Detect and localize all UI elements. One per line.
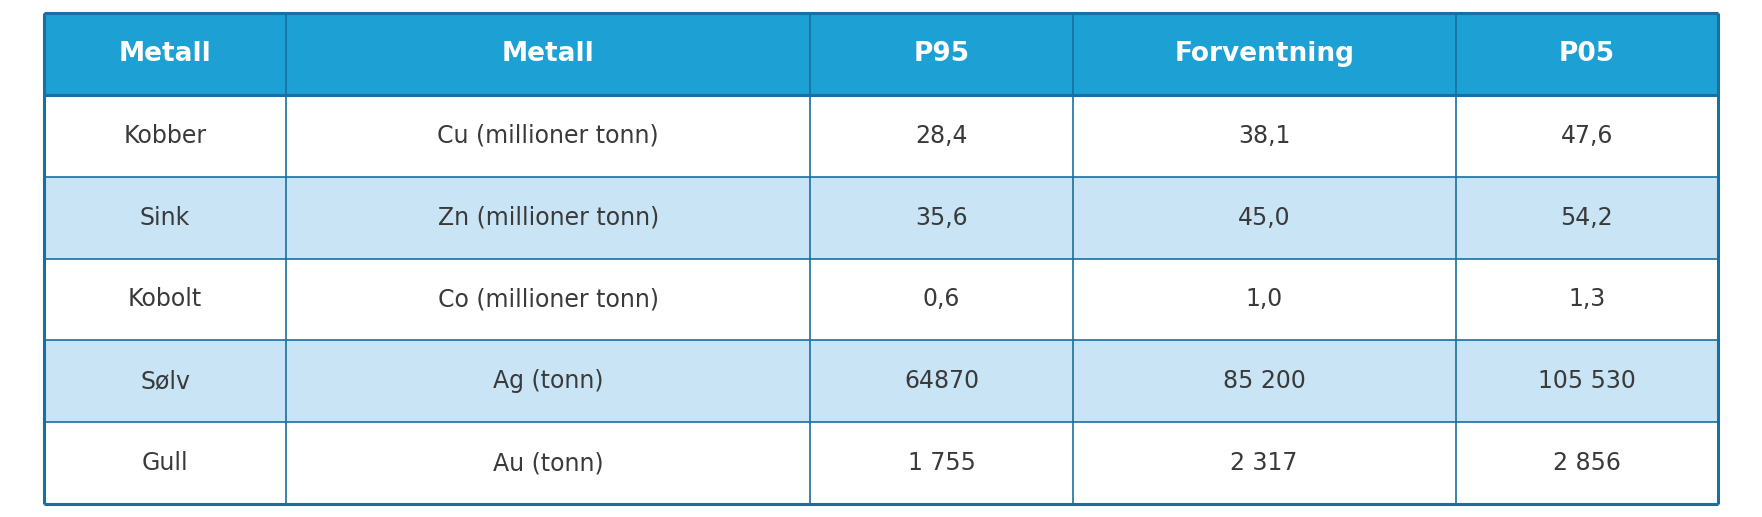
Text: Ag (tonn): Ag (tonn)	[493, 369, 604, 393]
Bar	[1073, 95, 1455, 177]
Text: Cu (millioner tonn): Cu (millioner tonn)	[437, 124, 659, 148]
Bar	[1455, 258, 1718, 340]
Bar	[1455, 340, 1718, 422]
Bar	[1455, 422, 1718, 504]
Text: 47,6: 47,6	[1561, 124, 1612, 148]
Bar	[285, 340, 811, 422]
Text: Metall: Metall	[118, 41, 211, 67]
Bar	[44, 422, 285, 504]
Text: Zn (millioner tonn): Zn (millioner tonn)	[437, 206, 659, 230]
Bar	[1455, 13, 1718, 95]
Text: Kobber: Kobber	[123, 124, 206, 148]
Bar	[811, 95, 1073, 177]
Bar	[44, 13, 285, 95]
Bar	[1073, 258, 1455, 340]
Bar	[1073, 340, 1455, 422]
Text: 1 755: 1 755	[907, 451, 976, 475]
Bar	[1073, 177, 1455, 258]
Text: 35,6: 35,6	[914, 206, 967, 230]
Bar	[285, 422, 811, 504]
Text: Sink: Sink	[139, 206, 190, 230]
Text: 0,6: 0,6	[923, 287, 960, 311]
Bar	[285, 177, 811, 258]
Text: Forventning: Forventning	[1173, 41, 1355, 67]
Bar	[811, 340, 1073, 422]
Bar	[44, 95, 285, 177]
Bar	[285, 13, 811, 95]
Bar	[1073, 13, 1455, 95]
Text: Kobolt: Kobolt	[129, 287, 203, 311]
Text: 1,3: 1,3	[1568, 287, 1605, 311]
Text: P95: P95	[913, 41, 969, 67]
Text: Metall: Metall	[502, 41, 594, 67]
Text: 1,0: 1,0	[1246, 287, 1283, 311]
Text: 38,1: 38,1	[1239, 124, 1290, 148]
Text: 85 200: 85 200	[1223, 369, 1306, 393]
Bar	[44, 177, 285, 258]
Text: 2 856: 2 856	[1552, 451, 1621, 475]
Text: P05: P05	[1559, 41, 1616, 67]
Bar	[285, 95, 811, 177]
Text: 2 317: 2 317	[1230, 451, 1299, 475]
Bar	[811, 177, 1073, 258]
Bar	[1455, 95, 1718, 177]
Text: 45,0: 45,0	[1239, 206, 1290, 230]
Text: Co (millioner tonn): Co (millioner tonn)	[437, 287, 659, 311]
Text: Gull: Gull	[141, 451, 189, 475]
Text: 54,2: 54,2	[1561, 206, 1614, 230]
Bar	[44, 340, 285, 422]
Bar	[811, 422, 1073, 504]
Text: 105 530: 105 530	[1538, 369, 1635, 393]
Text: 64870: 64870	[904, 369, 980, 393]
Bar	[44, 258, 285, 340]
Bar	[811, 13, 1073, 95]
Bar	[811, 258, 1073, 340]
Bar	[1073, 422, 1455, 504]
Bar	[1455, 177, 1718, 258]
Text: Au (tonn): Au (tonn)	[493, 451, 604, 475]
Bar	[285, 258, 811, 340]
Text: 28,4: 28,4	[914, 124, 967, 148]
Text: Sølv: Sølv	[139, 369, 190, 393]
